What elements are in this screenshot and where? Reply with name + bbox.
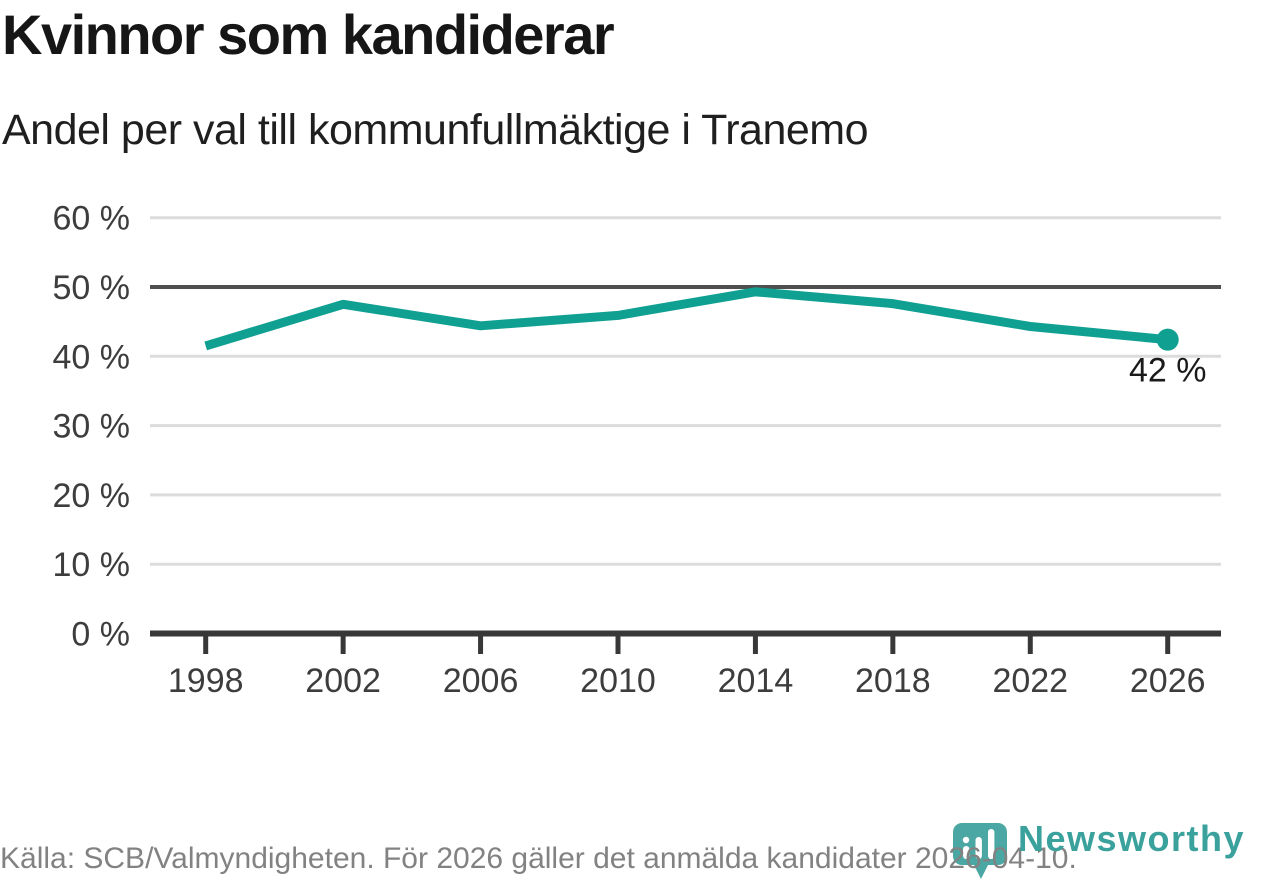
x-tick-label: 2014 <box>718 662 794 700</box>
y-tick-label: 30 % <box>53 408 131 446</box>
newsworthy-logo-text: Newsworthy <box>1018 818 1246 859</box>
gridlines <box>150 216 1221 637</box>
x-tick-label: 2010 <box>580 662 656 700</box>
y-tick-label: 10 % <box>53 546 131 584</box>
x-tick-label: 2006 <box>443 662 519 700</box>
y-axis-tick-labels: 0 % 10 % 20 % 30 % 40 % 50 % 60 % <box>53 200 131 654</box>
source-note: Källa: SCB/Valmyndigheten. För 2026 gäll… <box>0 842 1077 875</box>
y-tick-label: 50 % <box>53 269 131 307</box>
data-series-end-value-label: 42 % <box>1129 352 1207 390</box>
data-series-line <box>204 287 1169 351</box>
y-tick-label: 60 % <box>53 200 131 238</box>
x-axis: 1998 2002 2006 2010 2014 2018 2022 2026 <box>168 636 1206 700</box>
x-tick-label: 2002 <box>305 662 381 700</box>
chart-title: Kvinnor som kandiderar <box>2 3 615 66</box>
bar-chart-glyph <box>962 829 995 859</box>
y-tick-label: 40 % <box>53 338 131 376</box>
data-series-end-dot <box>1156 328 1179 351</box>
newsworthy-logo-icon <box>953 823 1007 879</box>
chart-subtitle: Andel per val till kommunfullmäktige i T… <box>2 106 869 154</box>
x-tick-label: 2026 <box>1130 662 1206 700</box>
y-tick-label: 0 % <box>71 616 130 654</box>
x-tick-label: 1998 <box>168 662 244 700</box>
x-tick-label: 2018 <box>855 662 931 700</box>
y-tick-label: 20 % <box>53 477 131 515</box>
x-tick-label: 2022 <box>992 662 1068 700</box>
